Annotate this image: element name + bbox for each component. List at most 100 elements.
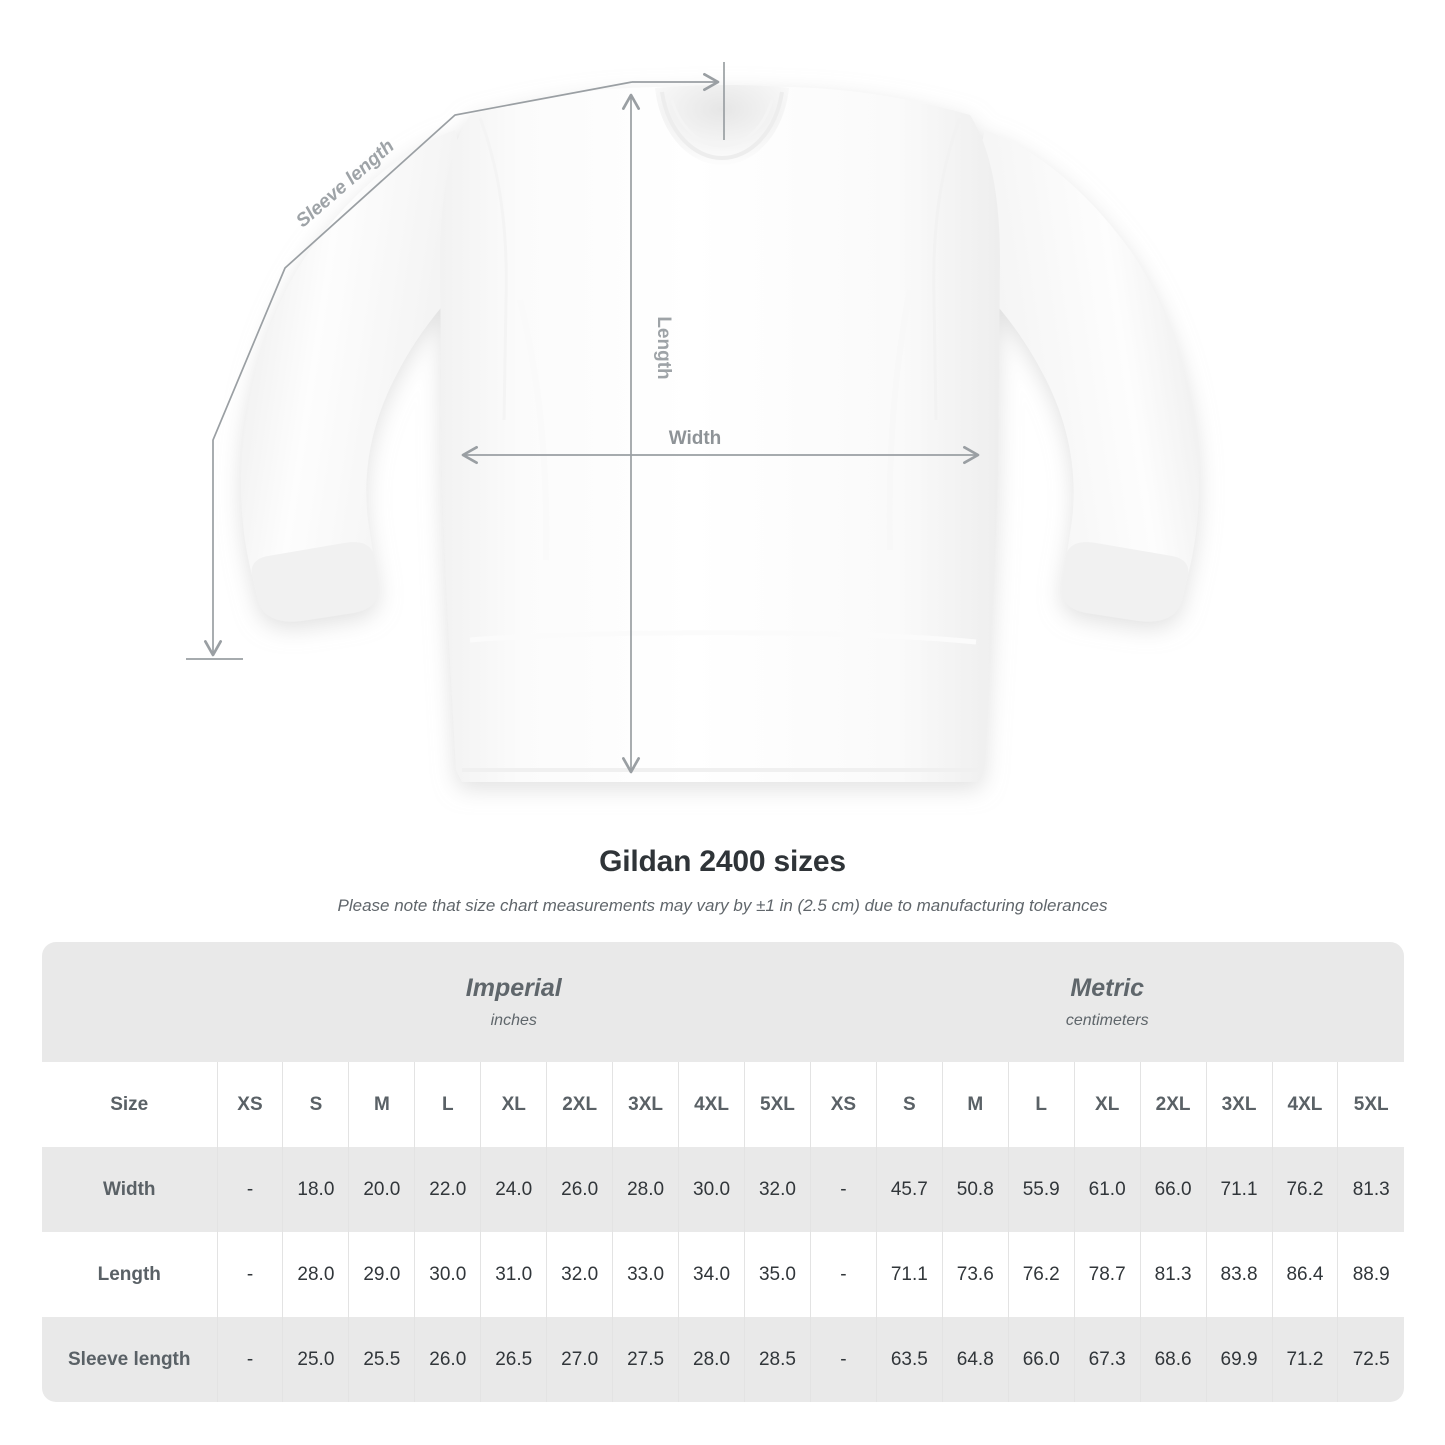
cell-length-metric-xs: - [809,1232,877,1317]
shirt-illustration [241,85,1199,782]
collar-inner [670,99,774,148]
cell-sleeve-length-metric-l: 66.0 [1007,1317,1075,1402]
table-row: Length -28.0 29.0 30.0 31.0 32.0 33.0 34.0 35.0-… [42,1232,1404,1317]
size-header-cell-m-metric: M [941,1062,1009,1147]
size-column-header: Size [42,1062,218,1147]
unit-header-imperial: Imperial inches [217,942,811,1062]
cell-length-imperial-m: 29.0 [348,1232,415,1317]
row-label-width: Width [42,1147,218,1232]
cell-sleeve-length-metric-xs: - [809,1317,877,1402]
size-header-cell-s-imperial: S [282,1062,349,1147]
size-header-cell-4xl-metric: 4XL [1271,1062,1338,1147]
cell-sleeve-length-metric-2xl: 68.6 [1139,1317,1207,1402]
unit-name: Metric [1070,974,1145,1002]
cell-sleeve-length-imperial-s: 25.0 [282,1317,349,1402]
size-header-cell-l-metric: L [1007,1062,1075,1147]
cell-length-imperial-xs: - [216,1232,283,1317]
table-row: Sleeve length -25.0 25.5 26.0 26.5 27.0 27.5 28… [42,1317,1404,1402]
unit-name: Imperial [465,974,562,1002]
cell-length-metric-m: 73.6 [941,1232,1009,1317]
cell-width-imperial-5xl: 32.0 [744,1147,811,1232]
tolerance-note: Please note that size chart measurements… [337,896,1108,915]
cell-width-metric-4xl: 76.2 [1271,1147,1338,1232]
cell-length-imperial-s: 28.0 [282,1232,349,1317]
length-label: Length [653,316,674,379]
size-header-cell-xs-imperial: XS [216,1062,283,1147]
collar-rib [660,91,784,161]
cell-sleeve-length-metric-4xl: 71.2 [1271,1317,1338,1402]
cell-width-imperial-m: 20.0 [348,1147,415,1232]
cell-width-metric-2xl: 66.0 [1139,1147,1207,1232]
size-header-cell-3xl-imperial: 3XL [612,1062,679,1147]
cell-width-metric-m: 50.8 [941,1147,1009,1232]
cell-length-metric-4xl: 86.4 [1271,1232,1338,1317]
cell-length-metric-2xl: 81.3 [1139,1232,1207,1317]
cell-length-metric-l: 76.2 [1007,1232,1075,1317]
cell-sleeve-length-metric-3xl: 69.9 [1205,1317,1273,1402]
cell-sleeve-length-imperial-l: 26.0 [414,1317,481,1402]
cell-length-imperial-3xl: 33.0 [612,1232,679,1317]
size-header-cell-xs-metric: XS [809,1062,877,1147]
cell-width-metric-3xl: 71.1 [1205,1147,1273,1232]
cell-width-metric-l: 55.9 [1007,1147,1075,1232]
cell-width-metric-xs: - [809,1147,877,1232]
cell-width-imperial-s: 18.0 [282,1147,349,1232]
cell-length-imperial-xl: 31.0 [480,1232,547,1317]
cell-sleeve-length-imperial-xs: - [216,1317,283,1402]
fold-1 [517,299,550,561]
size-header-cell-l-imperial: L [414,1062,481,1147]
cell-length-metric-5xl: 88.9 [1337,1232,1404,1317]
size-header-cell-5xl-metric: 5XL [1337,1062,1404,1147]
cell-sleeve-length-imperial-4xl: 28.0 [678,1317,745,1402]
right-cuff [1061,542,1189,622]
garment-diagram: Sleeve length Length Width [186,62,1199,782]
cell-length-imperial-4xl: 34.0 [678,1232,745,1317]
cell-sleeve-length-metric-5xl: 72.5 [1337,1317,1404,1402]
size-table-container: Imperial inches Metric centimeters Size XS S M L… [42,942,1404,1402]
sleeve-length-line [203,81,633,657]
heading-block: Gildan 2400 sizes Please note that size … [0,845,1445,916]
size-header-cell-m-imperial: M [348,1062,415,1147]
width-label: Width [669,428,722,449]
unit-row-spacer [42,942,218,1062]
measurement-annotations [186,62,980,774]
cell-sleeve-length-metric-xl: 67.3 [1073,1317,1141,1402]
cell-length-imperial-2xl: 32.0 [546,1232,613,1317]
right-shoulder-seam [932,117,962,421]
unit-subtitle: inches [490,1012,537,1029]
size-header-cell-xl-metric: XL [1073,1062,1141,1147]
fold-3 [469,630,977,645]
size-header-cell-2xl-metric: 2XL [1139,1062,1207,1147]
table-row: Width -18.0 20.0 22.0 24.0 26.0 28.0 30.0 32.0-4… [42,1147,1404,1232]
cell-width-imperial-l: 22.0 [414,1147,481,1232]
unit-header-row: Imperial inches Metric centimeters [42,942,1404,1062]
cell-sleeve-length-imperial-m: 25.5 [348,1317,415,1402]
size-header-cell-5xl-imperial: 5XL [744,1062,811,1147]
cell-length-imperial-l: 30.0 [414,1232,481,1317]
left-cuff [251,542,379,622]
fold-2 [886,289,913,551]
size-header-row: Size XS S M L XL 2XL 3XL 4XL 5XL XS S M L XL 2XL 3XL 4XL 5… [42,1062,1404,1147]
right-sleeve [952,130,1199,621]
cell-width-imperial-xl: 24.0 [480,1147,547,1232]
size-header-cell-s-metric: S [875,1062,943,1147]
left-shoulder-seam [478,117,508,421]
unit-subtitle: centimeters [1065,1012,1149,1029]
cell-width-imperial-3xl: 28.0 [612,1147,679,1232]
cell-length-metric-xl: 78.7 [1073,1232,1141,1317]
unit-header-metric: Metric centimeters [810,942,1404,1062]
size-header-cell-xl-imperial: XL [480,1062,547,1147]
size-header-cell-4xl-imperial: 4XL [678,1062,745,1147]
size-header-cell-2xl-imperial: 2XL [546,1062,613,1147]
cell-length-metric-3xl: 83.8 [1205,1232,1273,1317]
cell-sleeve-length-metric-m: 64.8 [941,1317,1009,1402]
row-label-sleeve-length: Sleeve length [42,1317,218,1402]
cell-length-metric-s: 71.1 [875,1232,943,1317]
size-header-cell-3xl-metric: 3XL [1205,1062,1273,1147]
cell-width-metric-s: 45.7 [875,1147,943,1232]
cell-width-metric-xl: 61.0 [1073,1147,1141,1232]
size-table: Imperial inches Metric centimeters Size XS S M L… [42,942,1404,1402]
cell-width-metric-5xl: 81.3 [1337,1147,1404,1232]
cell-sleeve-length-imperial-3xl: 27.5 [612,1317,679,1402]
